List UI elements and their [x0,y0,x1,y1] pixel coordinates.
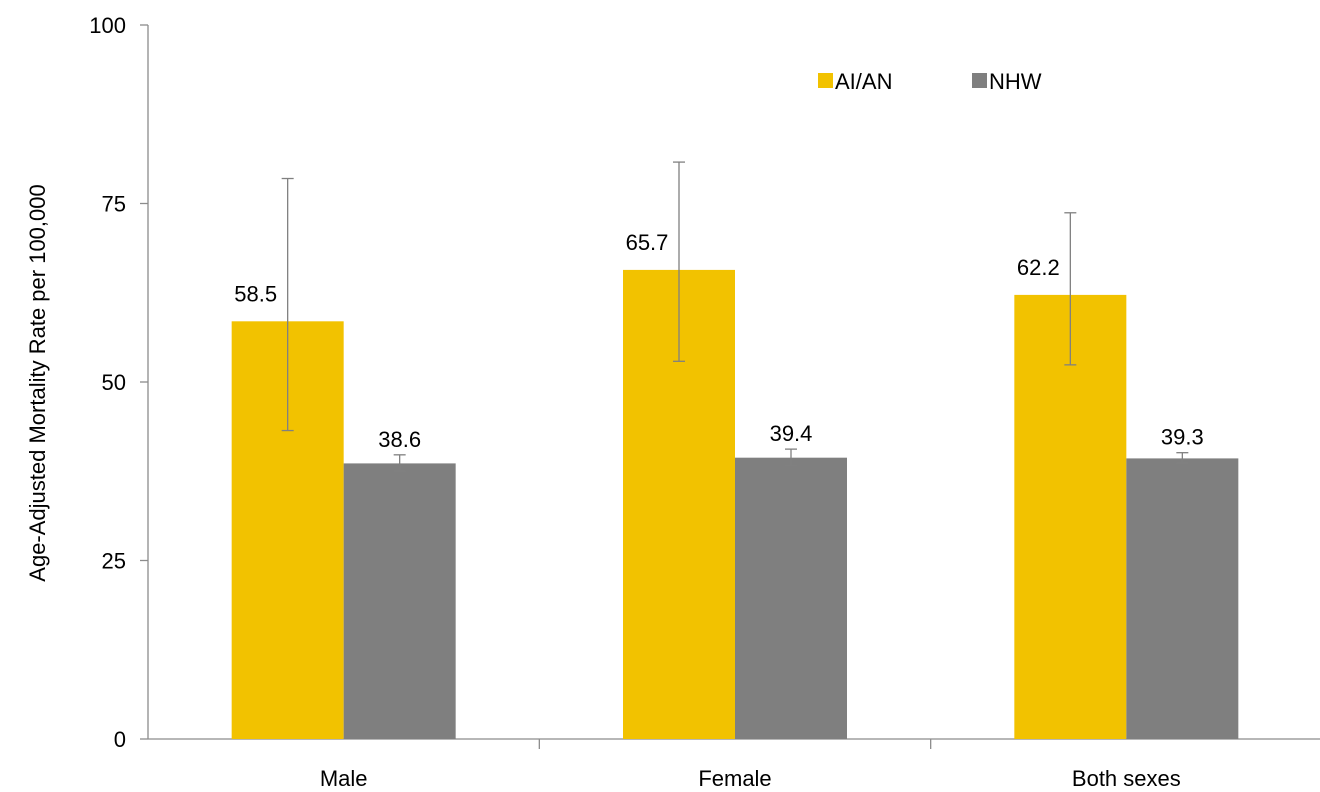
legend-swatch [972,73,987,88]
legend: AI/AN NHW [818,69,1042,94]
y-tick-label: 75 [102,192,126,217]
plot-area: 0 25 50 75 100 Male Female Both sexes 58.5 38.6 65… [89,13,1320,791]
data-label: 39.3 [1161,425,1204,450]
data-label: 62.2 [1017,255,1060,280]
data-label: 39.4 [770,421,813,446]
bar [735,457,847,739]
legend-label: NHW [989,69,1042,94]
bar [1126,458,1239,739]
bar [1014,294,1127,739]
bar [343,463,456,739]
y-tick-label: 50 [102,370,126,395]
legend-swatch [818,73,833,88]
x-tick-label: Male [320,766,368,791]
y-tick-label: 25 [102,549,126,574]
x-tick-label: Female [698,766,771,791]
data-label: 65.7 [626,230,669,255]
data-label: 38.6 [378,427,421,452]
data-label: 58.5 [234,281,277,306]
legend-label: AI/AN [835,69,892,94]
y-tick-label: 100 [89,13,126,38]
y-axis-title: Age-Adjusted Mortality Rate per 100,000 [25,184,50,581]
x-tick-label: Both sexes [1072,766,1181,791]
y-tick-label: 0 [114,727,126,752]
